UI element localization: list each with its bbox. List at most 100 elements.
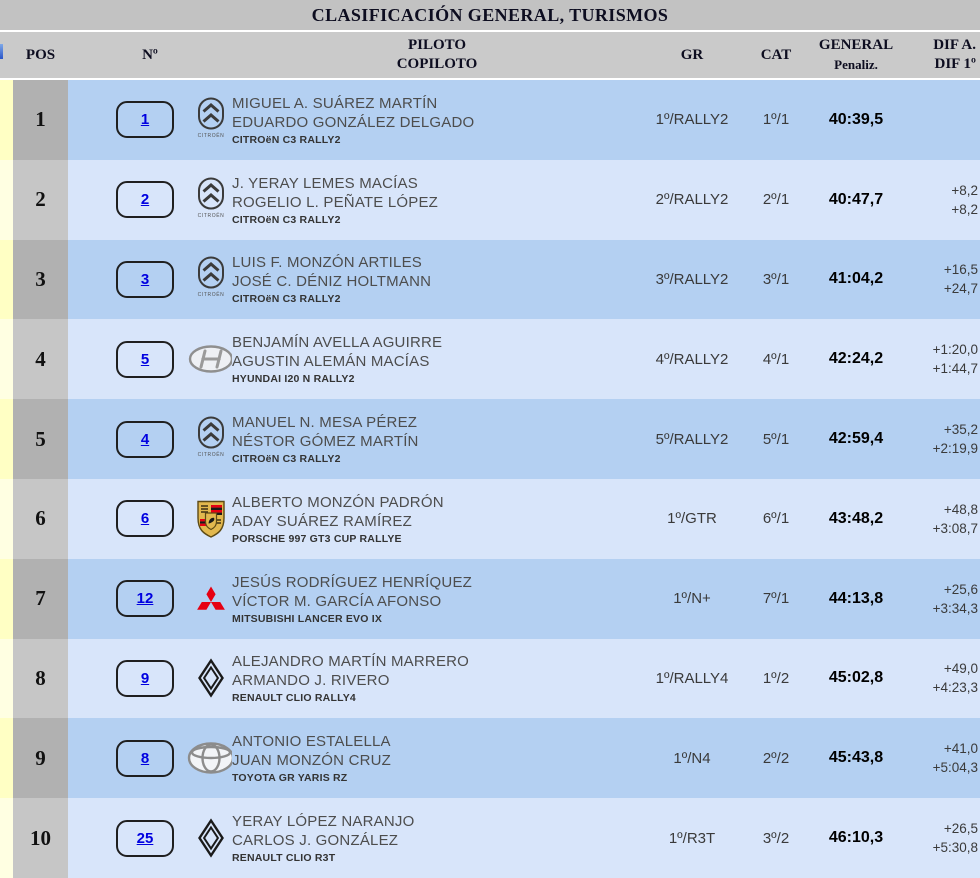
copilot-name: ROGELIO L. PEÑATE LÓPEZ (232, 193, 439, 211)
position-cell: 10 (13, 798, 68, 878)
general-time-cell: 40:47,7 (810, 159, 902, 240)
general-time-cell: 45:02,8 (810, 638, 902, 719)
car-number-plate: 3 (116, 260, 174, 298)
citroen-logo: CITROËN (187, 255, 235, 303)
position-cell: 8 (13, 638, 68, 719)
car-model: CITROëN C3 RALLY2 (232, 213, 341, 226)
pilot-name: BENJAMÍN AVELLA AGUIRRE (232, 334, 443, 352)
dif-previous: +1:20,0 (932, 342, 978, 358)
dif-previous: +35,2 (943, 422, 978, 438)
car-number-link[interactable]: 5 (140, 350, 150, 368)
category-cell: 5º/1 (742, 399, 810, 479)
position-cell: 3 (13, 239, 68, 320)
toyota-logo (187, 734, 235, 782)
car-number-cell: 12 (68, 558, 232, 639)
crew-cell: ANTONIO ESTALELLA JUAN MONZÓN CRUZ TOYOT… (232, 718, 642, 799)
car-number-link[interactable]: 1 (140, 111, 150, 129)
category-cell: 6º/1 (742, 478, 810, 559)
copilot-name: AGUSTIN ALEMÁN MACÍAS (232, 353, 430, 371)
position-cell: 1 (13, 80, 68, 160)
svg-text:CITROËN: CITROËN (198, 132, 225, 139)
divider (0, 30, 980, 32)
car-number-plate: 8 (116, 739, 174, 777)
car-number-link[interactable]: 25 (136, 829, 154, 847)
table-row: 3 3 CITROËN LUIS F. MONZÓN ARTILES JOSÉ … (0, 239, 980, 320)
group-cell: 1º/N+ (642, 558, 742, 639)
row-flag-strip (0, 558, 13, 639)
copilot-name: CARLOS J. GONZÁLEZ (232, 832, 399, 850)
porsche-logo (187, 495, 235, 543)
copilot-name: JUAN MONZÓN CRUZ (232, 752, 392, 770)
car-number-plate: 6 (116, 500, 174, 538)
car-number-link[interactable]: 4 (140, 430, 150, 448)
dif-previous: +26,5 (943, 821, 978, 837)
car-number-cell: 1 CITROËN (68, 80, 232, 160)
dif-cell: +25,6 +3:34,3 (902, 558, 980, 639)
copilot-name: EDUARDO GONZÁLEZ DELGADO (232, 113, 475, 131)
header-dif-line2: DIF 1º (934, 56, 976, 72)
car-number-link[interactable]: 8 (140, 749, 150, 767)
car-model: MITSUBISHI LANCER EVO IX (232, 612, 383, 625)
car-number-link[interactable]: 3 (140, 270, 150, 288)
category-cell: 2º/1 (742, 159, 810, 240)
group-cell: 1º/RALLY2 (642, 80, 742, 160)
group-cell: 1º/RALLY4 (642, 638, 742, 719)
dif-cell: +41,0 +5:04,3 (902, 718, 980, 799)
dif-leader: +3:08,7 (932, 520, 978, 536)
copilot-name: VÍCTOR M. GARCÍA AFONSO (232, 592, 442, 610)
copilot-name: NÉSTOR GÓMEZ MARTÍN (232, 433, 419, 451)
header-cat: CAT (760, 46, 792, 63)
table-row: 7 12 JESÚS RODRÍGUEZ HENRÍQUEZ VÍCTOR M.… (0, 558, 980, 639)
dif-cell: +35,2 +2:19,9 (902, 399, 980, 479)
dif-cell: +49,0 +4:23,3 (902, 638, 980, 719)
row-flag-strip (0, 798, 13, 878)
hyundai-logo (187, 335, 235, 383)
dif-cell: +16,5 +24,7 (902, 239, 980, 320)
copilot-name: ADAY SUÁREZ RAMÍREZ (232, 512, 412, 530)
pilot-name: LUIS F. MONZÓN ARTILES (232, 254, 422, 272)
pilot-name: MIGUEL A. SUÁREZ MARTÍN (232, 94, 438, 112)
dif-leader: +8,2 (951, 201, 978, 217)
crew-cell: YERAY LÓPEZ NARANJO CARLOS J. GONZÁLEZ R… (232, 798, 642, 878)
position-cell: 7 (13, 558, 68, 639)
category-cell: 4º/1 (742, 319, 810, 400)
position-cell: 9 (13, 718, 68, 799)
table-row: 6 6 ALBERTO MONZÓN PADRÓN ADAY SUÁREZ RA… (0, 478, 980, 559)
car-number-link[interactable]: 12 (136, 590, 154, 608)
car-number-link[interactable]: 9 (140, 669, 150, 687)
car-number-cell: 5 (68, 319, 235, 400)
general-time-cell: 42:24,2 (810, 319, 902, 400)
row-flag-strip (0, 638, 13, 719)
header-dif: DIF A. DIF 1º (902, 32, 980, 78)
dif-previous: +41,0 (943, 741, 978, 757)
car-number-plate: 1 (116, 101, 174, 139)
table-row: 8 9 ALEJANDRO MARTÍN MARRERO ARMANDO J. … (0, 638, 980, 719)
dif-leader: +5:30,8 (932, 840, 978, 856)
group-cell: 2º/RALLY2 (642, 159, 742, 240)
car-number-plate: 12 (116, 580, 174, 618)
header-pilot: PILOTO COPILOTO (232, 32, 642, 78)
category-cell: 3º/1 (742, 239, 810, 320)
dif-leader: +24,7 (943, 281, 978, 297)
car-number-link[interactable]: 6 (140, 510, 150, 528)
pilot-name: JESÚS RODRÍGUEZ HENRÍQUEZ (232, 573, 473, 591)
car-number-link[interactable]: 2 (140, 191, 150, 209)
crew-cell: ALEJANDRO MARTÍN MARRERO ARMANDO J. RIVE… (232, 638, 642, 719)
table-row: 9 8 ANTONIO ESTALELLA JUAN MONZÓN CRUZ T… (0, 718, 980, 799)
row-flag-strip (0, 478, 13, 559)
car-number-cell: 25 (68, 798, 232, 878)
crew-cell: MIGUEL A. SUÁREZ MARTÍN EDUARDO GONZÁLEZ… (232, 80, 642, 160)
divider (0, 78, 980, 80)
position-cell: 4 (13, 319, 68, 400)
car-model: CITROëN C3 RALLY2 (232, 133, 341, 146)
car-number-cell: 2 CITROËN (68, 159, 232, 240)
group-cell: 1º/R3T (642, 798, 742, 878)
header-pilot-line2: COPILOTO (396, 56, 478, 72)
general-time-cell: 46:10,3 (810, 798, 902, 878)
car-number-plate: 5 (116, 340, 174, 378)
car-number-cell: 8 (68, 718, 235, 799)
row-flag-strip (0, 718, 13, 799)
car-number-cell: 9 (68, 638, 232, 719)
dif-previous: +49,0 (943, 661, 978, 677)
car-model: CITROëN C3 RALLY2 (232, 453, 341, 466)
